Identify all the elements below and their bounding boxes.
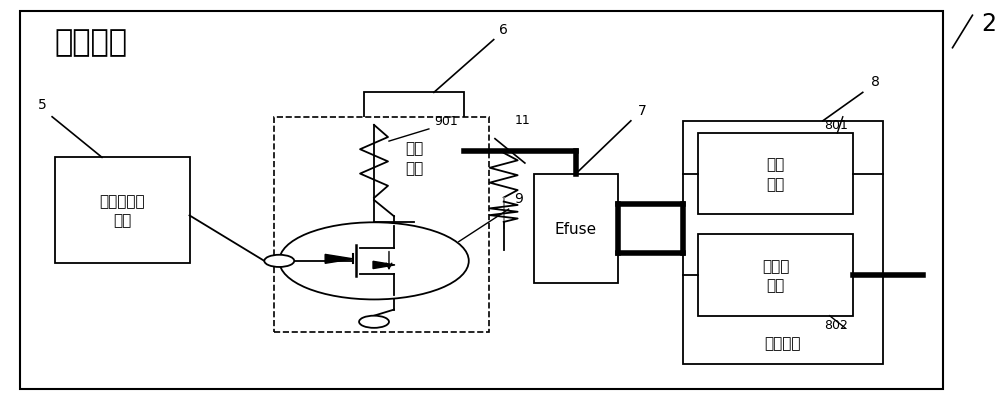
Bar <box>55 158 190 263</box>
Text: 2: 2 <box>981 12 996 36</box>
Text: 耗电器件: 耗电器件 <box>765 335 801 350</box>
Text: 电压转
换器: 电压转 换器 <box>762 258 789 293</box>
Bar <box>364 93 464 223</box>
Polygon shape <box>325 255 353 264</box>
Circle shape <box>359 316 389 328</box>
Text: Efuse: Efuse <box>555 222 597 236</box>
Text: 802: 802 <box>824 318 848 331</box>
Text: 光接收电路
单元: 光接收电路 单元 <box>99 193 145 228</box>
Bar <box>698 134 853 215</box>
Bar <box>534 174 618 284</box>
Text: 9: 9 <box>514 192 523 206</box>
Bar <box>683 122 883 364</box>
Text: 5: 5 <box>38 98 47 111</box>
Circle shape <box>279 223 469 300</box>
Text: 801: 801 <box>824 119 848 132</box>
Bar <box>274 117 489 332</box>
Polygon shape <box>373 262 395 269</box>
Text: 第二节点: 第二节点 <box>55 28 128 57</box>
Text: 901: 901 <box>434 115 458 128</box>
Circle shape <box>264 255 294 267</box>
Text: 供电
电源: 供电 电源 <box>405 141 423 175</box>
Text: 11: 11 <box>515 114 531 127</box>
Text: 6: 6 <box>499 23 508 36</box>
Text: 直连
器件: 直连 器件 <box>766 157 785 192</box>
Text: 8: 8 <box>871 75 880 89</box>
Text: 7: 7 <box>638 104 647 117</box>
Bar <box>698 235 853 316</box>
